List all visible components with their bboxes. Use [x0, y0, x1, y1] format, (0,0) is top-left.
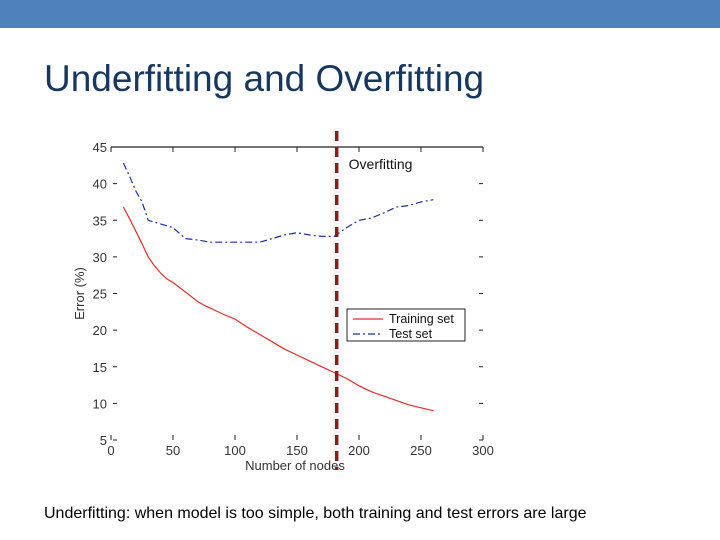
y-axis-label: Error (%) [72, 267, 87, 320]
legend-entry-label: Test set [389, 327, 433, 341]
y-tick-label: 25 [93, 287, 107, 302]
x-tick-label: 50 [166, 443, 180, 458]
slide-caption: Underfitting: when model is too simple, … [44, 505, 587, 522]
slide-title: Underfitting and Overfitting [44, 58, 485, 99]
chart-series [122, 162, 434, 412]
x-tick-label: 200 [348, 443, 370, 458]
x-tick-label: 300 [472, 443, 494, 458]
chart-axes: 0 50 100 150 200 250 300 5 10 15 20 25 30 35 40 45 Numbe… [72, 140, 494, 473]
x-tick-label: 150 [286, 443, 308, 458]
overfitting-label: Overfitting [349, 156, 413, 172]
chart-annotation: Overfitting [334, 131, 413, 470]
y-tick-label: 45 [93, 140, 107, 155]
legend-entry-label: Training set [389, 312, 454, 326]
x-axis-label: Number of nodes [245, 458, 345, 473]
x-tick-label: 100 [224, 443, 246, 458]
chart: 0 50 100 150 200 250 300 5 10 15 20 25 30 35 40 45 Numbe… [72, 131, 494, 473]
y-tick-label: 40 [93, 177, 107, 192]
series-line-training-set [122, 206, 434, 412]
y-tick-label: 15 [93, 360, 107, 375]
y-tick-label: 30 [93, 250, 107, 265]
y-tick-label: 35 [93, 213, 107, 228]
y-tick-label: 20 [93, 323, 107, 338]
y-tick-label: 5 [100, 433, 107, 448]
y-tick-label: 10 [93, 396, 107, 411]
slide-accent-bar [0, 0, 720, 28]
x-tick-label: 0 [107, 443, 114, 458]
x-tick-label: 250 [410, 443, 432, 458]
series-line-test-set [122, 162, 434, 243]
legend-box [346, 308, 466, 342]
